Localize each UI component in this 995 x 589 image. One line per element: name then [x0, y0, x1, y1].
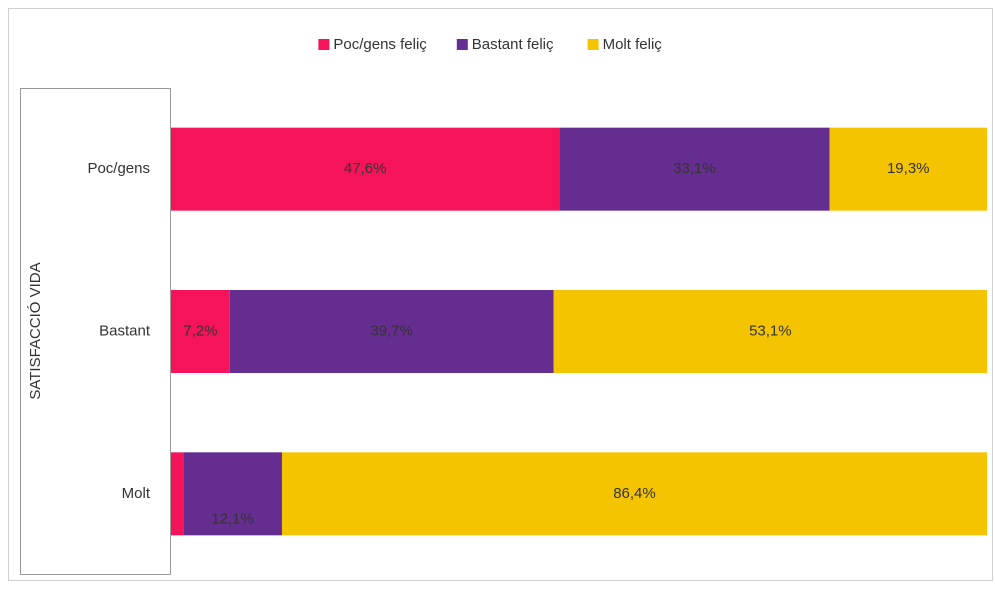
value-label: 86,4%: [613, 485, 656, 502]
legend-label: Molt feliç: [603, 36, 663, 53]
value-label: 47,6%: [344, 160, 387, 177]
bar-segment: [829, 127, 987, 211]
legend-label: Poc/gens feliç: [333, 36, 427, 53]
category-label: Bastant: [99, 322, 151, 339]
bar-segment: [281, 452, 987, 536]
bar-segment: [171, 127, 560, 211]
axis-bracket: [20, 88, 170, 575]
value-label: 19,3%: [887, 160, 930, 177]
bar-segment: [553, 290, 987, 373]
category-label: Poc/gens: [87, 160, 150, 177]
legend-swatch: [456, 39, 468, 50]
category-label: Molt: [122, 485, 151, 502]
value-label: 39,7%: [370, 322, 413, 339]
legend-label: Bastant feliç: [472, 36, 554, 53]
legend-swatch: [587, 39, 599, 50]
value-label: 12,1%: [211, 510, 254, 527]
bar-segment: [171, 290, 230, 373]
bar-segment: [229, 290, 554, 373]
bar-segment: [171, 452, 184, 536]
legend-swatch: [318, 39, 330, 50]
y-axis-label: SATISFACCIÓ VIDA: [27, 262, 44, 399]
bar-segment: [559, 127, 830, 211]
value-label: 7,2%: [183, 322, 217, 339]
bar-segment: [183, 452, 282, 536]
value-label: 33,1%: [673, 160, 716, 177]
value-label: 53,1%: [749, 322, 792, 339]
